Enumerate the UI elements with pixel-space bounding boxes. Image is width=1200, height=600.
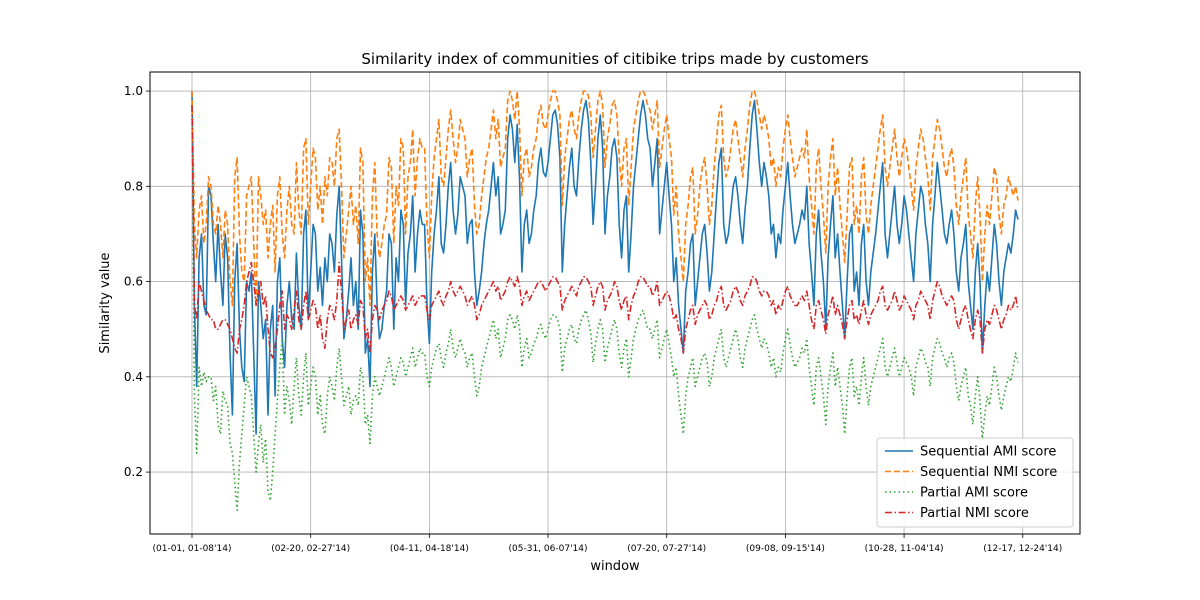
- legend-label: Sequential NMI score: [920, 465, 1057, 480]
- y-tick-label: 1.0: [124, 84, 143, 98]
- y-tick-label: 0.2: [124, 465, 143, 479]
- x-tick-label: (07-20, 07-27'14): [627, 544, 706, 554]
- y-tick-label: 0.6: [124, 275, 143, 289]
- series-line-4: [191, 105, 1019, 359]
- legend: Sequential AMI score Sequential NMI score…: [876, 437, 1074, 528]
- legend-label: Partial AMI score: [920, 486, 1028, 501]
- series-line-2: [191, 90, 1019, 307]
- y-axis-label: Similarity value: [98, 252, 113, 353]
- x-tick-label: (10-28, 11-04'14): [865, 544, 944, 554]
- x-tick-label: (09-08, 09-15'14): [746, 544, 825, 554]
- x-axis-label: window: [590, 559, 640, 574]
- chart-title: Similarity index of communities of citib…: [361, 50, 868, 68]
- series-line-1: [191, 91, 1019, 435]
- legend-label: Partial NMI score: [920, 506, 1029, 521]
- legend-label: Sequential AMI score: [920, 445, 1056, 460]
- y-axis: 0.2 0.4 0.6 0.8 1.0: [124, 84, 150, 479]
- y-tick-label: 0.4: [124, 370, 143, 384]
- x-tick-label: (02-20, 02-27'14): [271, 544, 350, 554]
- x-axis: (01-01, 01-08'14) (02-20, 02-27'14) (04-11…: [153, 534, 1062, 554]
- plot-series: [191, 90, 1019, 512]
- x-tick-label: (04-11, 04-18'14): [390, 544, 469, 554]
- x-tick-label: (12-17, 12-24'14): [983, 544, 1062, 554]
- plot-frame: [149, 71, 1081, 535]
- y-tick-label: 0.8: [124, 179, 143, 193]
- x-tick-label: (01-01, 01-08'14): [153, 544, 232, 554]
- legend-box: [876, 437, 1074, 528]
- x-tick-label: (05-31, 06-07'14): [509, 544, 588, 554]
